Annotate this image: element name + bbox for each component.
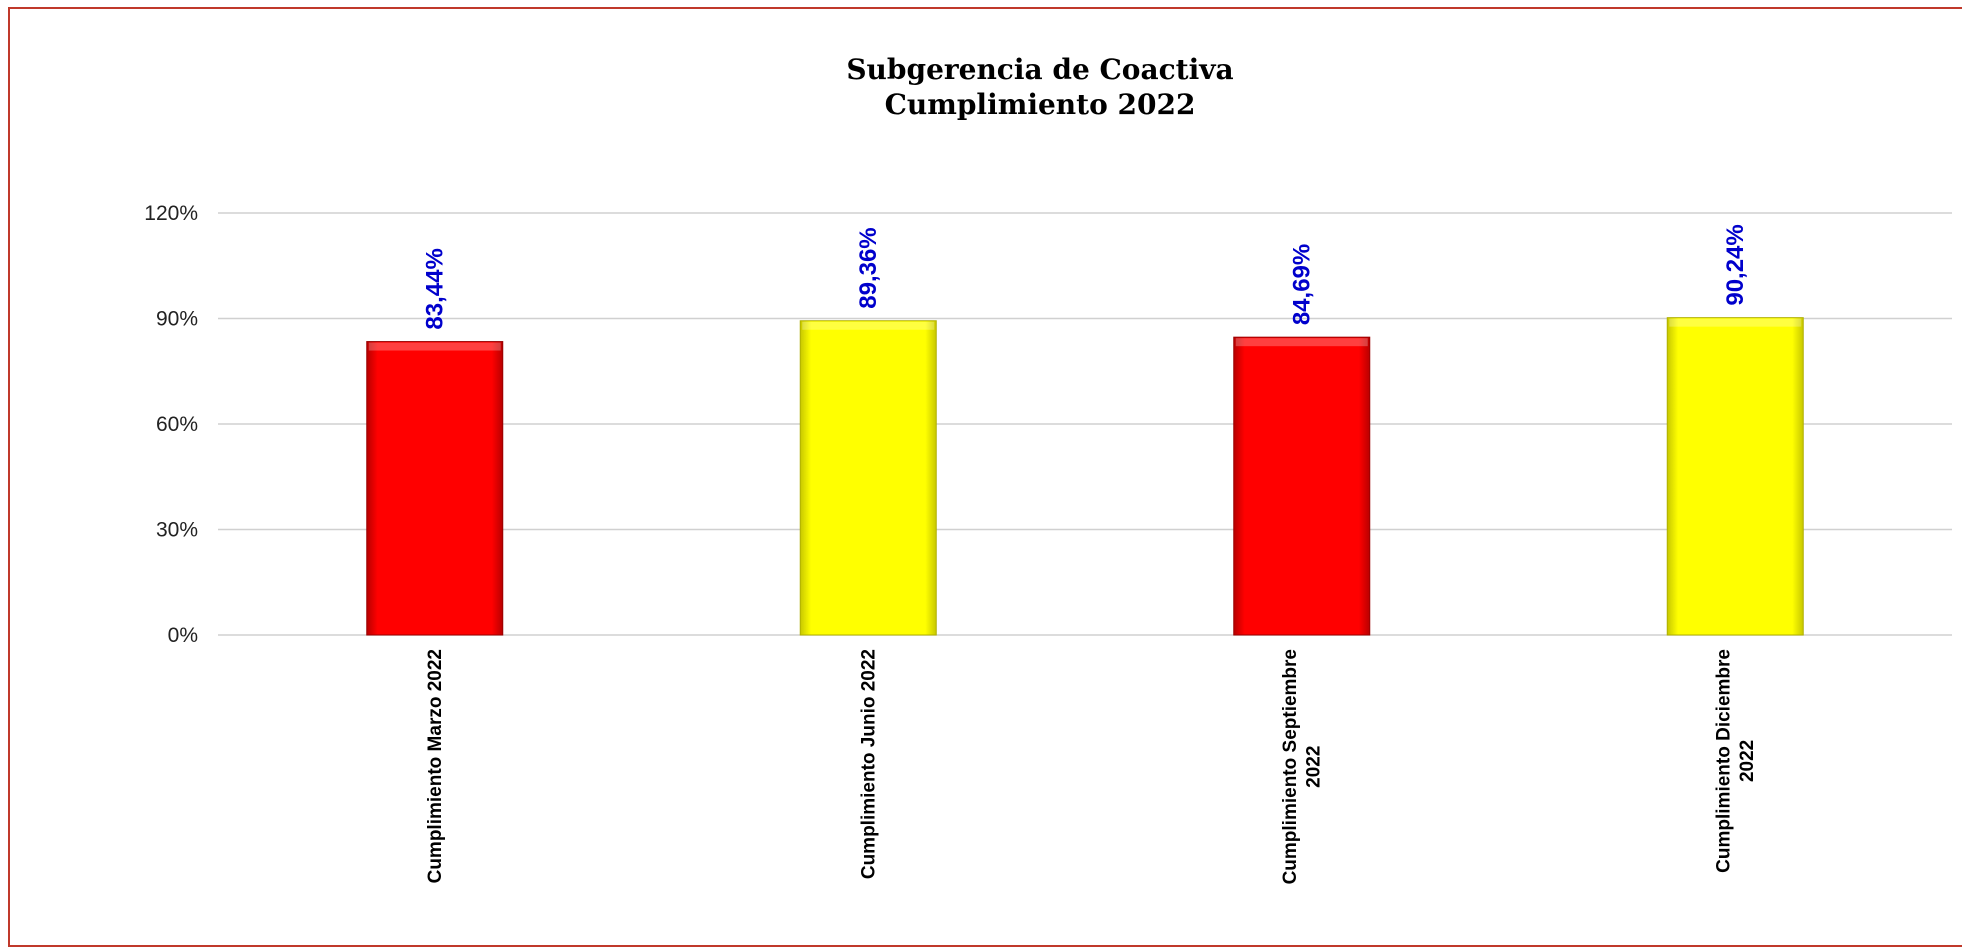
- x-category-label: Cumplimiento Marzo 2022: [425, 649, 446, 883]
- bar: [1234, 337, 1370, 635]
- x-category-label: Cumplimiento Diciembre: [1713, 649, 1734, 873]
- y-tick-label: 0%: [168, 624, 198, 647]
- data-label: 84,69%: [1289, 244, 1316, 325]
- bars: [367, 318, 1804, 635]
- chart-title-line-2: Cumplimiento 2022: [885, 88, 1196, 121]
- bar: [367, 342, 503, 635]
- bar-highlight: [1236, 338, 1368, 346]
- data-label: 89,36%: [855, 227, 882, 308]
- x-category-label: 2022: [1737, 740, 1758, 782]
- data-label: 90,24%: [1722, 224, 1749, 305]
- bar-highlight: [1669, 319, 1801, 327]
- x-category-label: Cumplimiento Septiembre: [1280, 649, 1301, 884]
- bar: [1667, 318, 1803, 635]
- x-category-label: 2022: [1304, 746, 1325, 788]
- bar-highlight: [369, 343, 501, 351]
- y-tick-label: 120%: [144, 202, 198, 225]
- y-tick-label: 30%: [156, 519, 198, 542]
- y-axis-ticks: 0% 30% 60% 90% 120%: [144, 202, 198, 647]
- y-tick-label: 90%: [156, 308, 198, 331]
- bar-highlight: [802, 322, 934, 330]
- bar-chart: Subgerencia de Coactiva Cumplimiento 202…: [0, 0, 1962, 927]
- x-axis-category-labels: Cumplimiento Marzo 2022 Cumplimiento Juni…: [425, 649, 1759, 884]
- data-label: 83,44%: [422, 248, 449, 329]
- bar: [800, 321, 936, 635]
- data-labels: 83,44% 89,36% 84,69% 90,24%: [422, 224, 1750, 329]
- x-category-label: Cumplimiento Junio 2022: [858, 649, 879, 879]
- chart-title-line-1: Subgerencia de Coactiva: [846, 53, 1233, 86]
- y-tick-label: 60%: [156, 413, 198, 436]
